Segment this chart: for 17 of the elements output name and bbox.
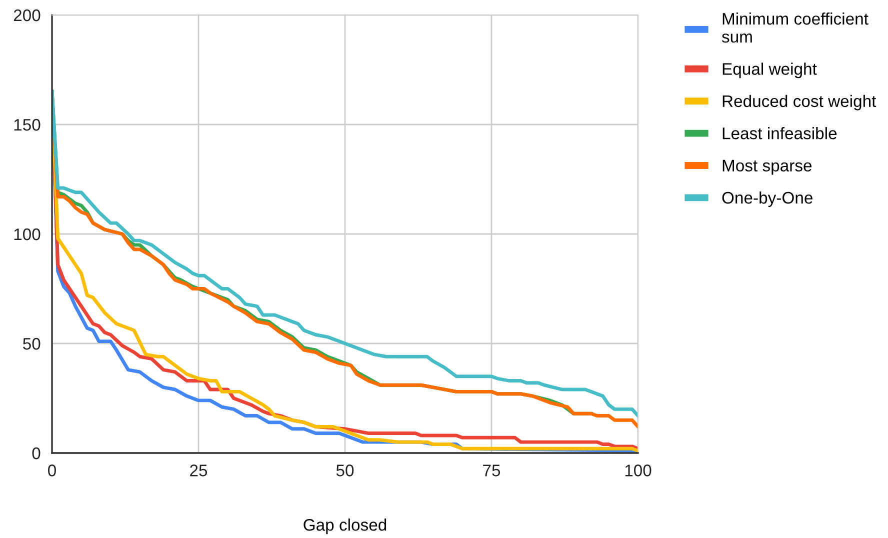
y-tick-label: 0	[32, 447, 40, 460]
x-tick-label: 100	[625, 464, 652, 476]
legend-label: Equal weight	[722, 62, 817, 78]
x-tick-label: 75	[483, 464, 500, 476]
x-tick-label: 50	[336, 464, 354, 476]
legend-label: Most sparse	[722, 160, 812, 175]
x-tick-label: 25	[190, 464, 208, 476]
legend-label: Reduced cost weight	[722, 94, 876, 110]
legend-label: Least infeasible	[722, 127, 837, 140]
legend-label: Minimum coefficient sum	[722, 12, 868, 43]
x-tick-label: 0	[48, 464, 56, 476]
y-tick-label: 50	[23, 338, 40, 350]
y-tick-label: 150	[14, 118, 40, 131]
legend-label: One-by-One	[722, 191, 812, 207]
y-tick-label: 200	[14, 9, 40, 22]
y-tick-label: 100	[14, 228, 40, 240]
x-axis-title: Gap closed	[304, 518, 386, 534]
